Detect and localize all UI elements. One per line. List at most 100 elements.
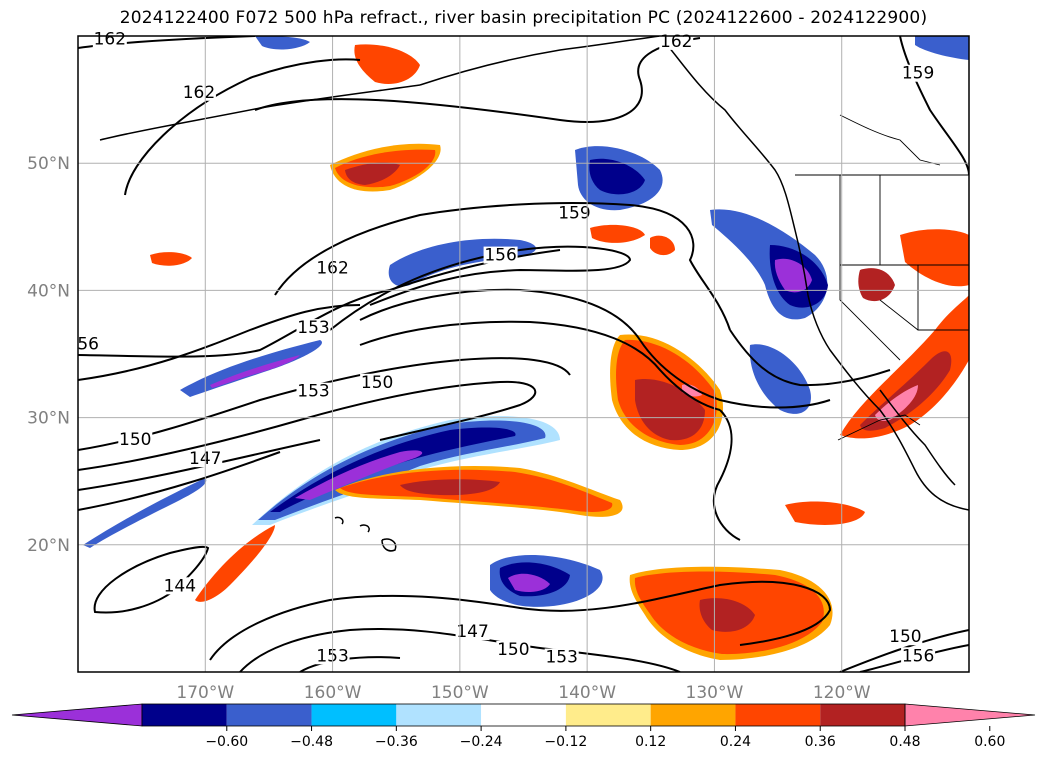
contour-label: 56: [77, 335, 99, 355]
contour-label-bg: [455, 623, 490, 641]
contour-label: 162: [183, 83, 215, 103]
contour-label-bg: [544, 648, 579, 666]
latitude-tick-label: 30°N: [27, 409, 70, 429]
contour-coast-east: [729, 329, 891, 387]
contour-label-bg: [92, 30, 127, 48]
contour-147-southern: [209, 580, 832, 661]
contour-label: 153: [545, 648, 577, 668]
contour-label: 147: [456, 622, 488, 642]
negative-pc-band-mid: [258, 420, 546, 520]
contour-label: 153: [297, 318, 329, 338]
contour-label-bg: [360, 373, 395, 391]
colorbar-tick-label: −0.36: [375, 734, 418, 750]
longitude-tick-label: 140°W: [558, 683, 616, 703]
contour-label-bg: [901, 64, 936, 82]
colorbar-tick-label: −0.60: [205, 734, 248, 750]
colorbar-max-extension: [904, 703, 1036, 727]
colorbar-tick-label: 0.48: [889, 734, 920, 750]
colorbar-tick-label: −0.24: [460, 734, 503, 750]
contour-label-bg: [496, 640, 531, 658]
contour-label-bg: [76, 335, 101, 353]
negative-pc-south-center: [508, 573, 550, 592]
contour-label: 156: [902, 646, 934, 666]
colorbar-bin: [565, 704, 651, 726]
canada-interior: [839, 114, 941, 166]
map-frame: [77, 35, 970, 673]
contour-label-bg: [901, 647, 936, 665]
longitude-tick-label: 120°W: [813, 683, 871, 703]
contour-label: 162: [94, 29, 126, 49]
positive-pc-north-streak-center: [345, 162, 400, 185]
negative-pc-streak-mid-core: [210, 355, 300, 388]
colorbar-bin: [311, 704, 397, 726]
hawaii-islands: [334, 516, 397, 552]
contour-label-bg: [296, 319, 331, 337]
contour-label: 150: [119, 430, 151, 450]
contour-label: 156: [484, 246, 516, 266]
us-state-borders: [839, 175, 969, 361]
negative-pc-band-center: [295, 450, 423, 500]
longitude-tick-label: 170°W: [176, 683, 234, 703]
contour-150: [78, 357, 571, 451]
contour-label: 144: [164, 576, 196, 596]
latitude-tick-label: 40°N: [27, 281, 70, 301]
contour-label: 150: [361, 373, 393, 393]
contour-150-south: [78, 451, 281, 511]
contour-label: 150: [889, 627, 921, 647]
positive-pc-gulf-small: [590, 224, 645, 243]
contour-150-inner: [359, 320, 721, 411]
aleutian-coastline: [99, 84, 421, 141]
contour-label-bg: [118, 431, 153, 449]
colorbar-bin: [481, 704, 566, 726]
negative-pc-band-core: [270, 427, 516, 512]
alaska-coastline: [419, 36, 661, 86]
positive-pc-mexico-center: [699, 598, 755, 632]
colorbar-bin: [650, 704, 736, 726]
positive-pc-bc-small: [650, 235, 675, 256]
contour-label: 153: [297, 382, 329, 402]
contour-label-bg: [483, 246, 518, 264]
colorbar-bin: [735, 704, 821, 726]
colorbar-bin: [396, 704, 482, 726]
colorbar-tick-label: 0.12: [635, 734, 666, 750]
contour-label: 150: [497, 640, 529, 660]
latitude-tick-label: 50°N: [27, 154, 70, 174]
colorbar-min-extension: [11, 703, 143, 727]
colorbar-outline: [141, 703, 906, 727]
colorbar-bin: [142, 704, 227, 726]
latitude-tick-labels: 50°N 40°N 30°N 20°N: [27, 154, 70, 556]
contour-label-bg: [296, 382, 331, 400]
negative-pc-nw-blob: [255, 36, 310, 50]
negative-pc-ne-corner: [915, 36, 969, 60]
north-america-coastline: [659, 36, 969, 511]
positive-pc-alaska: [354, 44, 420, 85]
colorbar-labels: −0.60 −0.48 −0.36 −0.24 −0.12 0.12 0.24 0.36 0.4…: [205, 726, 1005, 750]
baja-coastline: [879, 389, 956, 486]
contour-150-southern: [239, 628, 681, 672]
contour-150-east: [839, 629, 969, 672]
contour-144: [93, 545, 210, 614]
colorbar-tick-label: −0.48: [290, 734, 333, 750]
positive-pc-south-small: [785, 501, 865, 525]
precipitation-pc-shading: [83, 36, 969, 660]
contour-label-bg: [181, 83, 216, 101]
colorbar-tick-label: 0.36: [805, 734, 836, 750]
contour-label-bg: [659, 32, 694, 50]
graticule: [78, 36, 969, 672]
contour-159-middle: [329, 245, 632, 331]
contour-147: [78, 380, 537, 471]
latitude-tick-label: 20°N: [27, 536, 70, 556]
map-title: 2024122400 F072 500 hPa refract., river …: [119, 8, 928, 28]
longitude-tick-label: 150°W: [431, 683, 489, 703]
contour-label-bg: [888, 628, 923, 646]
contour-153-southern: [299, 656, 401, 672]
positive-pc-east-core: [858, 268, 895, 302]
contour-label: 159: [558, 204, 590, 224]
contour-label-bg: [557, 204, 592, 222]
contour-label-bg: [162, 577, 197, 595]
negative-pc-streak-west: [83, 478, 207, 548]
positive-pc-southwest-us-peak: [875, 385, 918, 421]
colorbar-tick-label: 0.60: [974, 734, 1005, 750]
longitude-tick-labels: 170°W 160°W 150°W 140°W 130°W 120°W: [176, 683, 870, 703]
